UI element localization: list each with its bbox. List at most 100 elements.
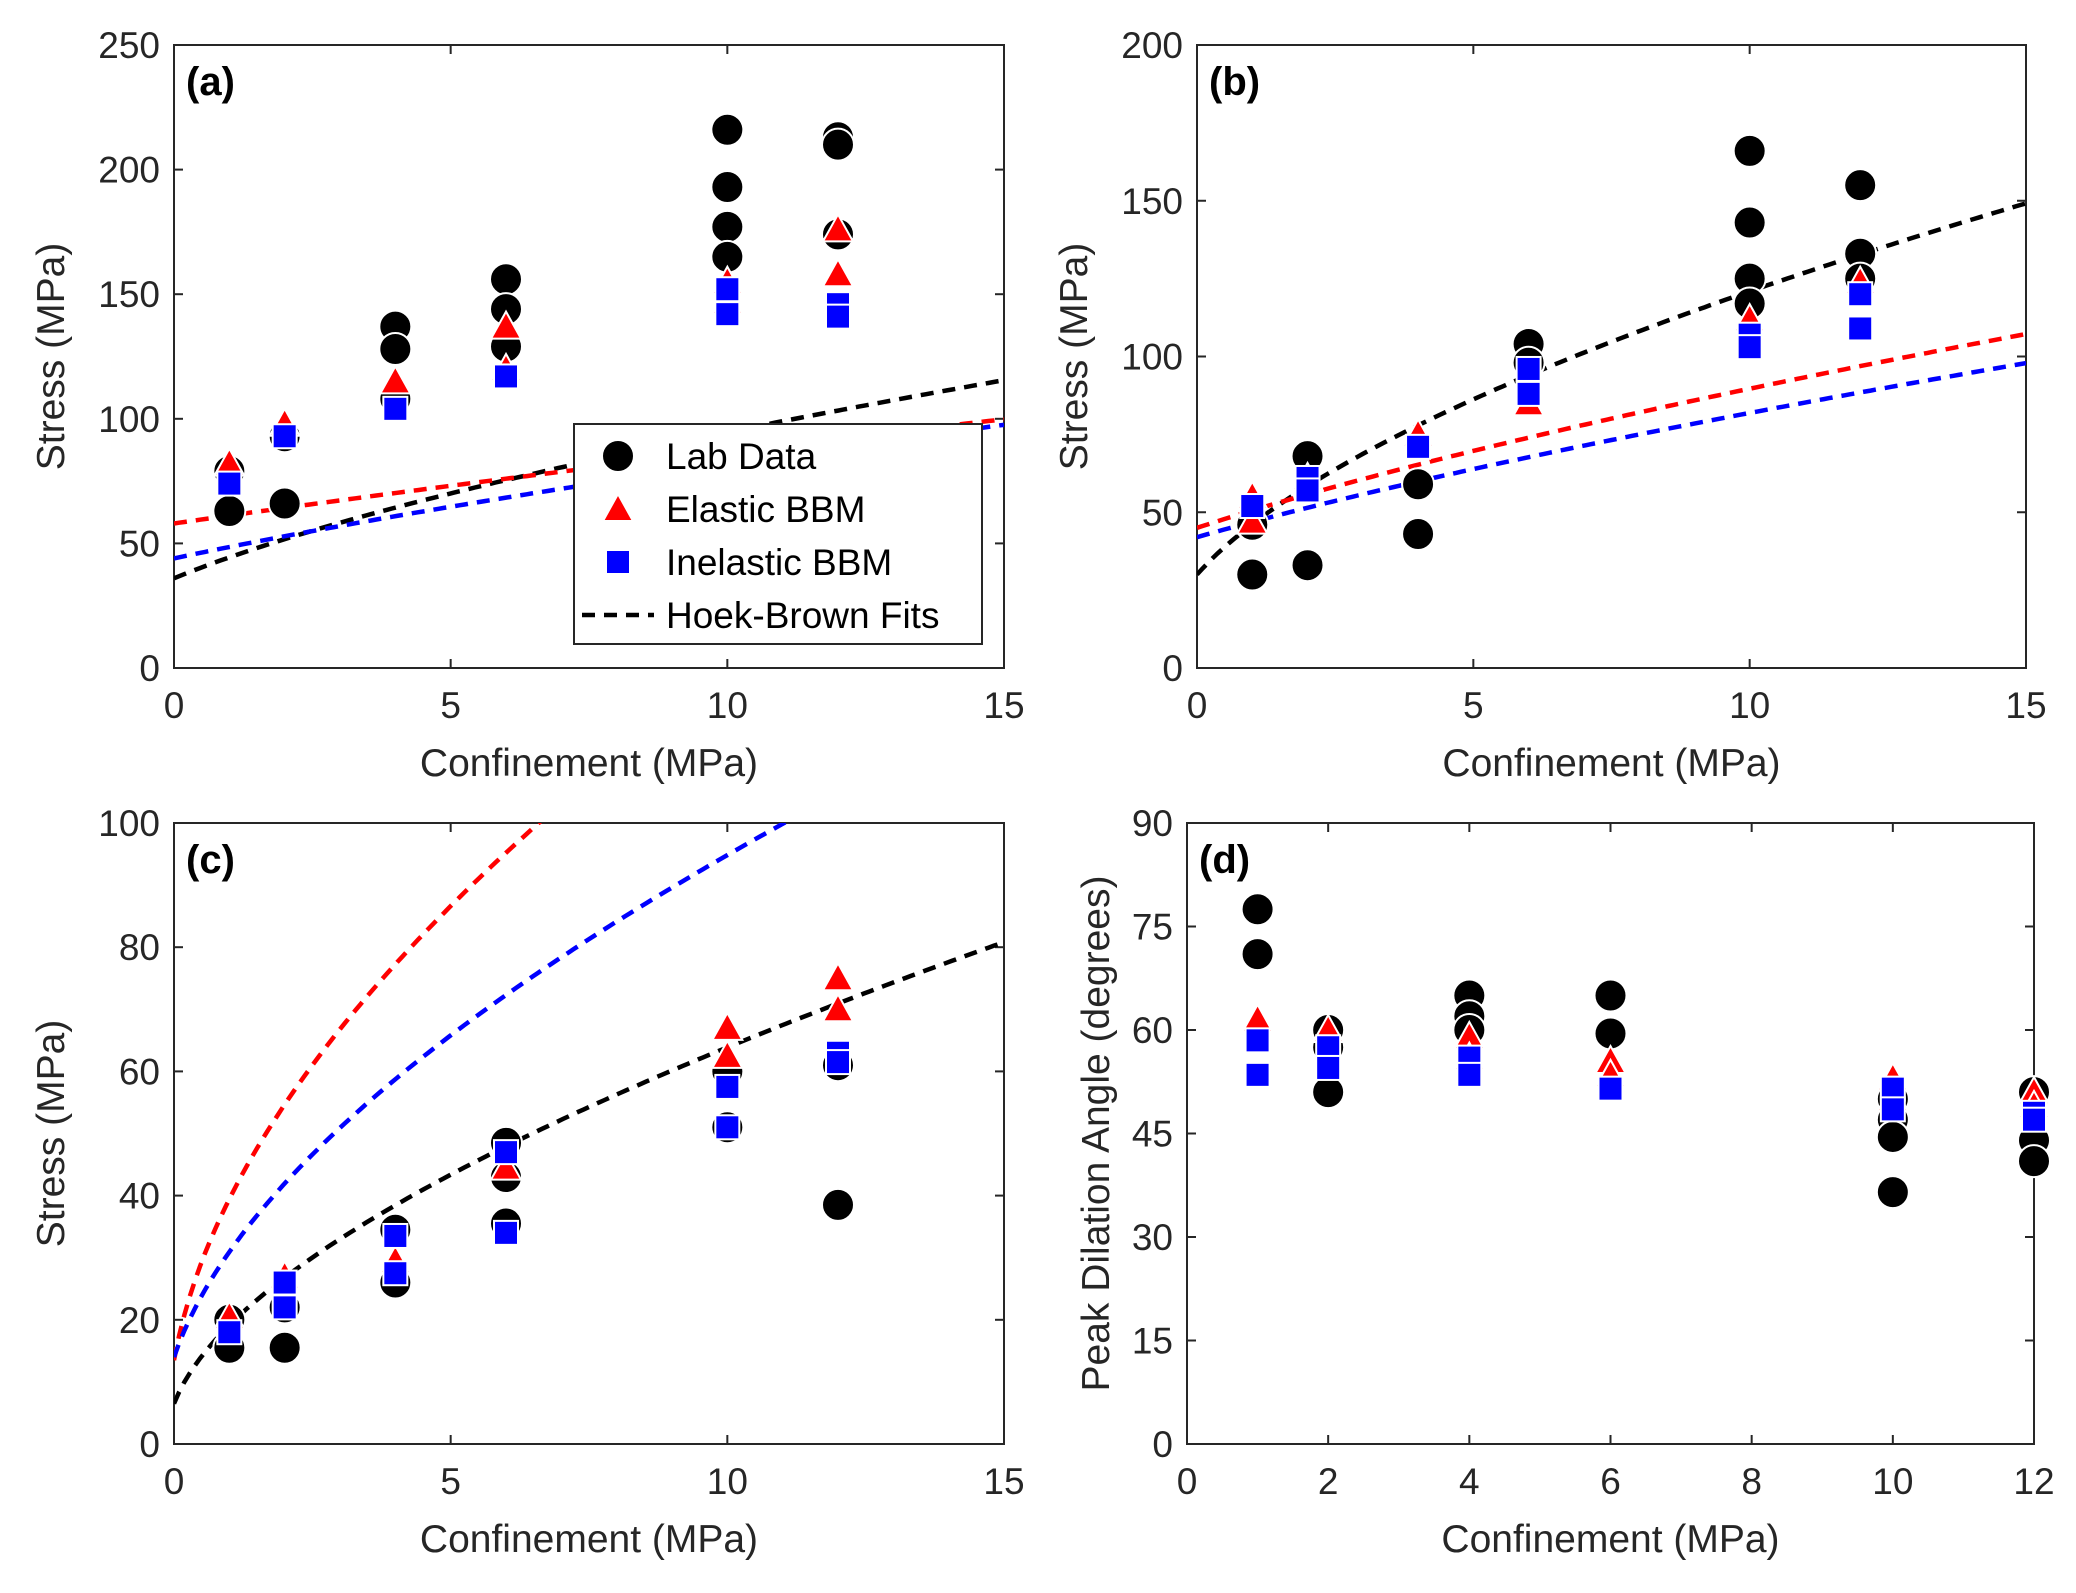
panel-a-point-lab-data bbox=[710, 170, 745, 205]
panel-c-ylabel: Stress (MPa) bbox=[30, 1020, 73, 1248]
legend-elastic-bbm-label: Elastic BBM bbox=[666, 489, 865, 530]
panel-b-point-lab-data bbox=[1732, 205, 1767, 240]
panel-d-xtick-label: 2 bbox=[1318, 1461, 1339, 1502]
panel-b-xtick-label: 10 bbox=[1729, 685, 1770, 726]
panel-c-point-inelastic-bbm bbox=[216, 1319, 243, 1346]
panel-b-series-elastic-bbm bbox=[1235, 264, 1877, 535]
panel-c-xtick-label: 15 bbox=[983, 1461, 1024, 1502]
panel-b-point-inelastic-bbm bbox=[1736, 334, 1763, 361]
panel-d: 0 2 4 6 8 10 12 0 15 30 45 60 75 90 Confinement (MPa) P… bbox=[1075, 803, 2055, 1561]
panel-c-point-inelastic-bbm bbox=[714, 1073, 741, 1100]
panel-d-point-inelastic-bbm bbox=[1456, 1061, 1483, 1088]
panel-a-point-elastic-bbm bbox=[489, 309, 523, 340]
panel-b-ytick-label: 50 bbox=[1142, 492, 1183, 533]
panel-a-point-lab-data bbox=[212, 494, 247, 529]
panel-c-point-elastic-bbm bbox=[710, 1038, 745, 1069]
panel-c-xtick-label: 5 bbox=[440, 1461, 461, 1502]
panel-a-ytick-label: 200 bbox=[98, 150, 160, 191]
panel-b-xtick-label: 15 bbox=[2005, 685, 2046, 726]
panel-b-xlabel: Confinement (MPa) bbox=[1442, 742, 1780, 785]
panel-a-point-inelastic-bbm bbox=[216, 470, 243, 497]
panel-b-ylabel: Stress (MPa) bbox=[1053, 243, 1096, 471]
panel-a-ytick-label: 100 bbox=[98, 399, 160, 440]
panel-d-point-inelastic-bbm bbox=[2021, 1106, 2047, 1133]
panel-c-ytick-label: 40 bbox=[119, 1176, 160, 1217]
panel-c-point-inelastic-bbm bbox=[271, 1294, 298, 1321]
panel-c-series-inelastic-bbm bbox=[216, 1039, 851, 1346]
panel-c-ytick-label: 0 bbox=[139, 1424, 160, 1465]
panel-a-axes-box bbox=[173, 44, 1005, 669]
panel-c-ytick-label: 80 bbox=[119, 927, 160, 968]
panel-c-xlabel: Confinement (MPa) bbox=[420, 1518, 758, 1561]
panel-a-point-inelastic-bbm bbox=[714, 301, 741, 328]
panel-d-point-lab-data bbox=[1875, 1175, 1910, 1210]
panel-a-point-lab-data bbox=[710, 112, 745, 147]
panel-d-xtick-label: 12 bbox=[2013, 1461, 2054, 1502]
panel-d-label: (d) bbox=[1199, 838, 1250, 882]
panel-d-xtick-label: 4 bbox=[1459, 1461, 1480, 1502]
panel-c-fit-black bbox=[174, 939, 1004, 1405]
panel-c-point-inelastic-bbm bbox=[493, 1139, 519, 1166]
panel-a-point-lab-data bbox=[378, 332, 413, 367]
panel-d-series-lab-data bbox=[1240, 892, 2051, 1210]
panel-b-xtick-label: 5 bbox=[1463, 685, 1484, 726]
panel-d-point-lab-data bbox=[1593, 978, 1628, 1013]
panel-c-fit-blue bbox=[174, 823, 789, 1358]
panel-c-point-elastic-bbm bbox=[710, 1010, 745, 1041]
panel-d-point-inelastic-bbm bbox=[1244, 1061, 1271, 1088]
panel-b-point-lab-data bbox=[1732, 133, 1767, 168]
panel-b-ytick-label: 0 bbox=[1162, 648, 1183, 689]
legend-box bbox=[573, 423, 983, 645]
panel-a-fit-black bbox=[174, 377, 1004, 581]
panel-b-point-inelastic-bbm bbox=[1515, 355, 1542, 382]
panel-b-fit-red bbox=[1197, 331, 2026, 530]
legend: Lab Data Elastic BBM Inelastic BBM Hoek-Bro… bbox=[573, 423, 983, 645]
panel-c-point-inelastic-bbm bbox=[714, 1114, 741, 1141]
panel-a-point-elastic-bbm bbox=[378, 364, 413, 395]
panel-a-label: (a) bbox=[186, 60, 235, 104]
panel-c-point-inelastic-bbm bbox=[825, 1049, 851, 1076]
panel-c-point-inelastic-bbm bbox=[271, 1269, 298, 1296]
panel-c-point-elastic-bbm bbox=[489, 1150, 523, 1181]
panel-a-xlabel: Confinement (MPa) bbox=[420, 742, 758, 785]
panel-a-point-inelastic-bbm bbox=[382, 395, 409, 422]
panel-a-point-elastic-bbm bbox=[821, 257, 855, 288]
panel-a-point-inelastic-bbm bbox=[714, 276, 741, 303]
panel-a-ytick-label: 250 bbox=[98, 25, 160, 66]
panel-d-xlabel: Confinement (MPa) bbox=[1441, 1518, 1779, 1561]
panel-d-series-elastic-bbm bbox=[1240, 1002, 2051, 1119]
panel-c-point-inelastic-bbm bbox=[382, 1260, 409, 1287]
panel-a-xtick-label: 15 bbox=[983, 685, 1024, 726]
legend-hoek-brown-fits-label: Hoek-Brown Fits bbox=[666, 595, 939, 636]
panel-d-series-inelastic-bbm bbox=[1244, 1027, 2047, 1133]
panel-c-series-elastic-bbm bbox=[212, 961, 855, 1330]
panel-b-point-inelastic-bbm bbox=[1405, 433, 1432, 460]
panel-b-point-lab-data bbox=[1401, 467, 1436, 502]
legend-elastic-bbm-marker bbox=[601, 491, 635, 522]
panel-b-label: (b) bbox=[1209, 60, 1260, 104]
panel-c-xtick-label: 10 bbox=[707, 1461, 748, 1502]
panel-c-xtick-label: 0 bbox=[164, 1461, 185, 1502]
panel-c-point-lab-data bbox=[267, 1330, 302, 1365]
legend-inelastic-bbm-label: Inelastic BBM bbox=[666, 542, 892, 583]
panel-d-xtick-label: 10 bbox=[1872, 1461, 1913, 1502]
panel-b-point-elastic-bbm bbox=[1235, 504, 1269, 535]
panel-a-ylabel: Stress (MPa) bbox=[30, 243, 73, 471]
panel-a-ytick-label: 50 bbox=[119, 523, 160, 564]
panel-b-point-inelastic-bbm bbox=[1515, 380, 1542, 407]
panel-d-xtick-label: 8 bbox=[1741, 1461, 1762, 1502]
panel-b-fit-blue bbox=[1197, 360, 2026, 540]
panel-c-ytick-label: 20 bbox=[119, 1300, 160, 1341]
panel-b-ytick-label: 150 bbox=[1121, 181, 1183, 222]
panel-d-ytick-label: 75 bbox=[1132, 907, 1173, 948]
panel-a-point-elastic-bbm bbox=[821, 212, 855, 243]
panel-a-point-inelastic-bbm bbox=[825, 303, 851, 330]
panel-a-point-inelastic-bbm bbox=[493, 363, 519, 390]
panel-c-point-elastic-bbm bbox=[821, 961, 855, 992]
legend-inelastic-bbm-marker bbox=[605, 549, 631, 575]
panel-a-xtick-label: 0 bbox=[164, 685, 185, 726]
panel-c-point-inelastic-bbm bbox=[382, 1222, 409, 1249]
panel-d-ytick-label: 90 bbox=[1132, 803, 1173, 844]
